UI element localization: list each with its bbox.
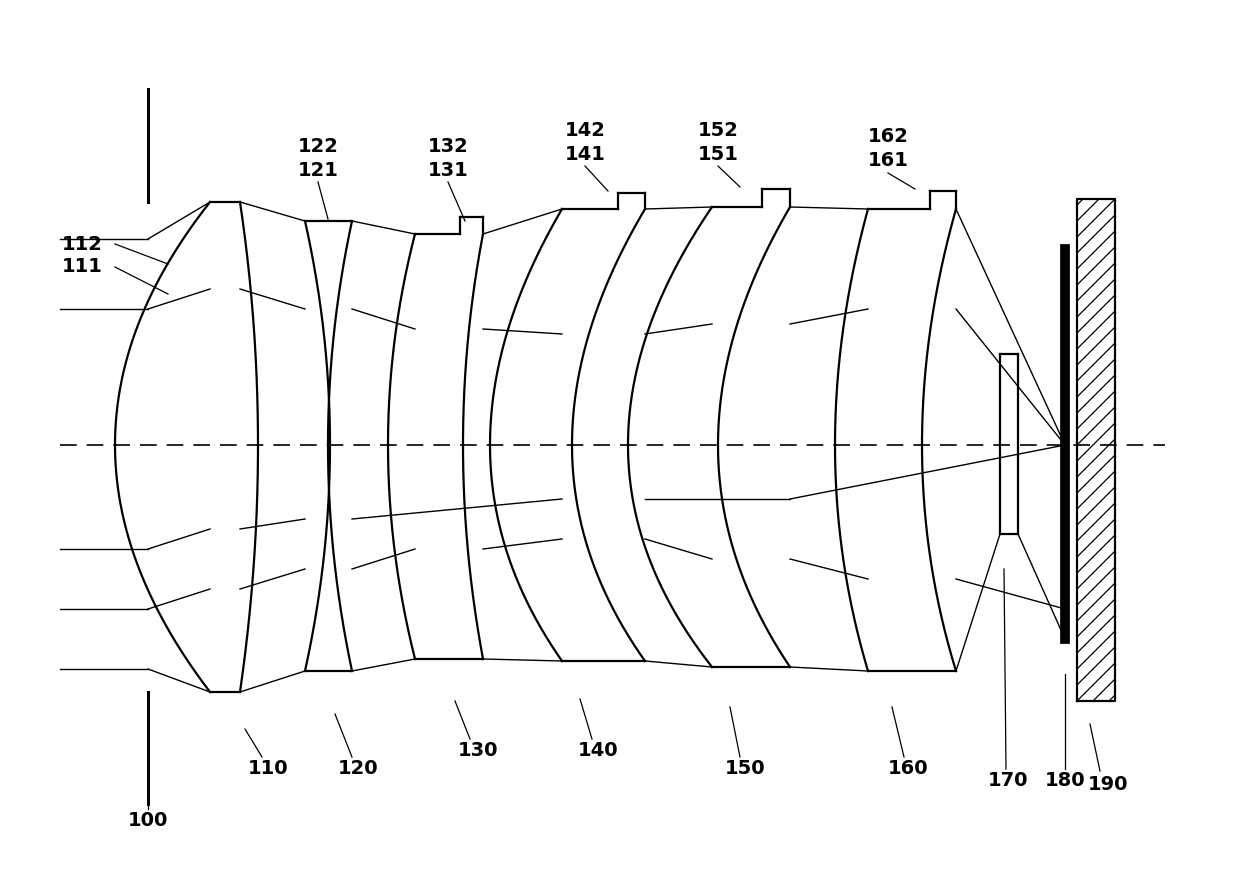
Text: 180: 180 bbox=[1044, 772, 1085, 790]
Text: 190: 190 bbox=[1087, 774, 1128, 794]
Text: 110: 110 bbox=[248, 759, 289, 779]
Text: 100: 100 bbox=[128, 812, 169, 830]
Text: 121: 121 bbox=[298, 162, 339, 180]
Text: 170: 170 bbox=[988, 772, 1028, 790]
Text: 130: 130 bbox=[458, 741, 498, 760]
Text: 142: 142 bbox=[564, 121, 605, 140]
Text: 112: 112 bbox=[62, 235, 103, 253]
Text: 141: 141 bbox=[564, 145, 605, 164]
Text: 122: 122 bbox=[298, 138, 339, 156]
Text: 162: 162 bbox=[868, 127, 909, 147]
Text: 152: 152 bbox=[698, 121, 739, 140]
Text: 131: 131 bbox=[428, 162, 469, 180]
Text: 151: 151 bbox=[698, 145, 739, 164]
Text: 111: 111 bbox=[62, 258, 103, 276]
Text: 161: 161 bbox=[868, 151, 909, 171]
Text: 150: 150 bbox=[724, 759, 765, 779]
Text: 120: 120 bbox=[337, 759, 378, 779]
Text: 140: 140 bbox=[578, 741, 619, 760]
Text: 132: 132 bbox=[428, 138, 469, 156]
Text: 160: 160 bbox=[888, 759, 929, 779]
